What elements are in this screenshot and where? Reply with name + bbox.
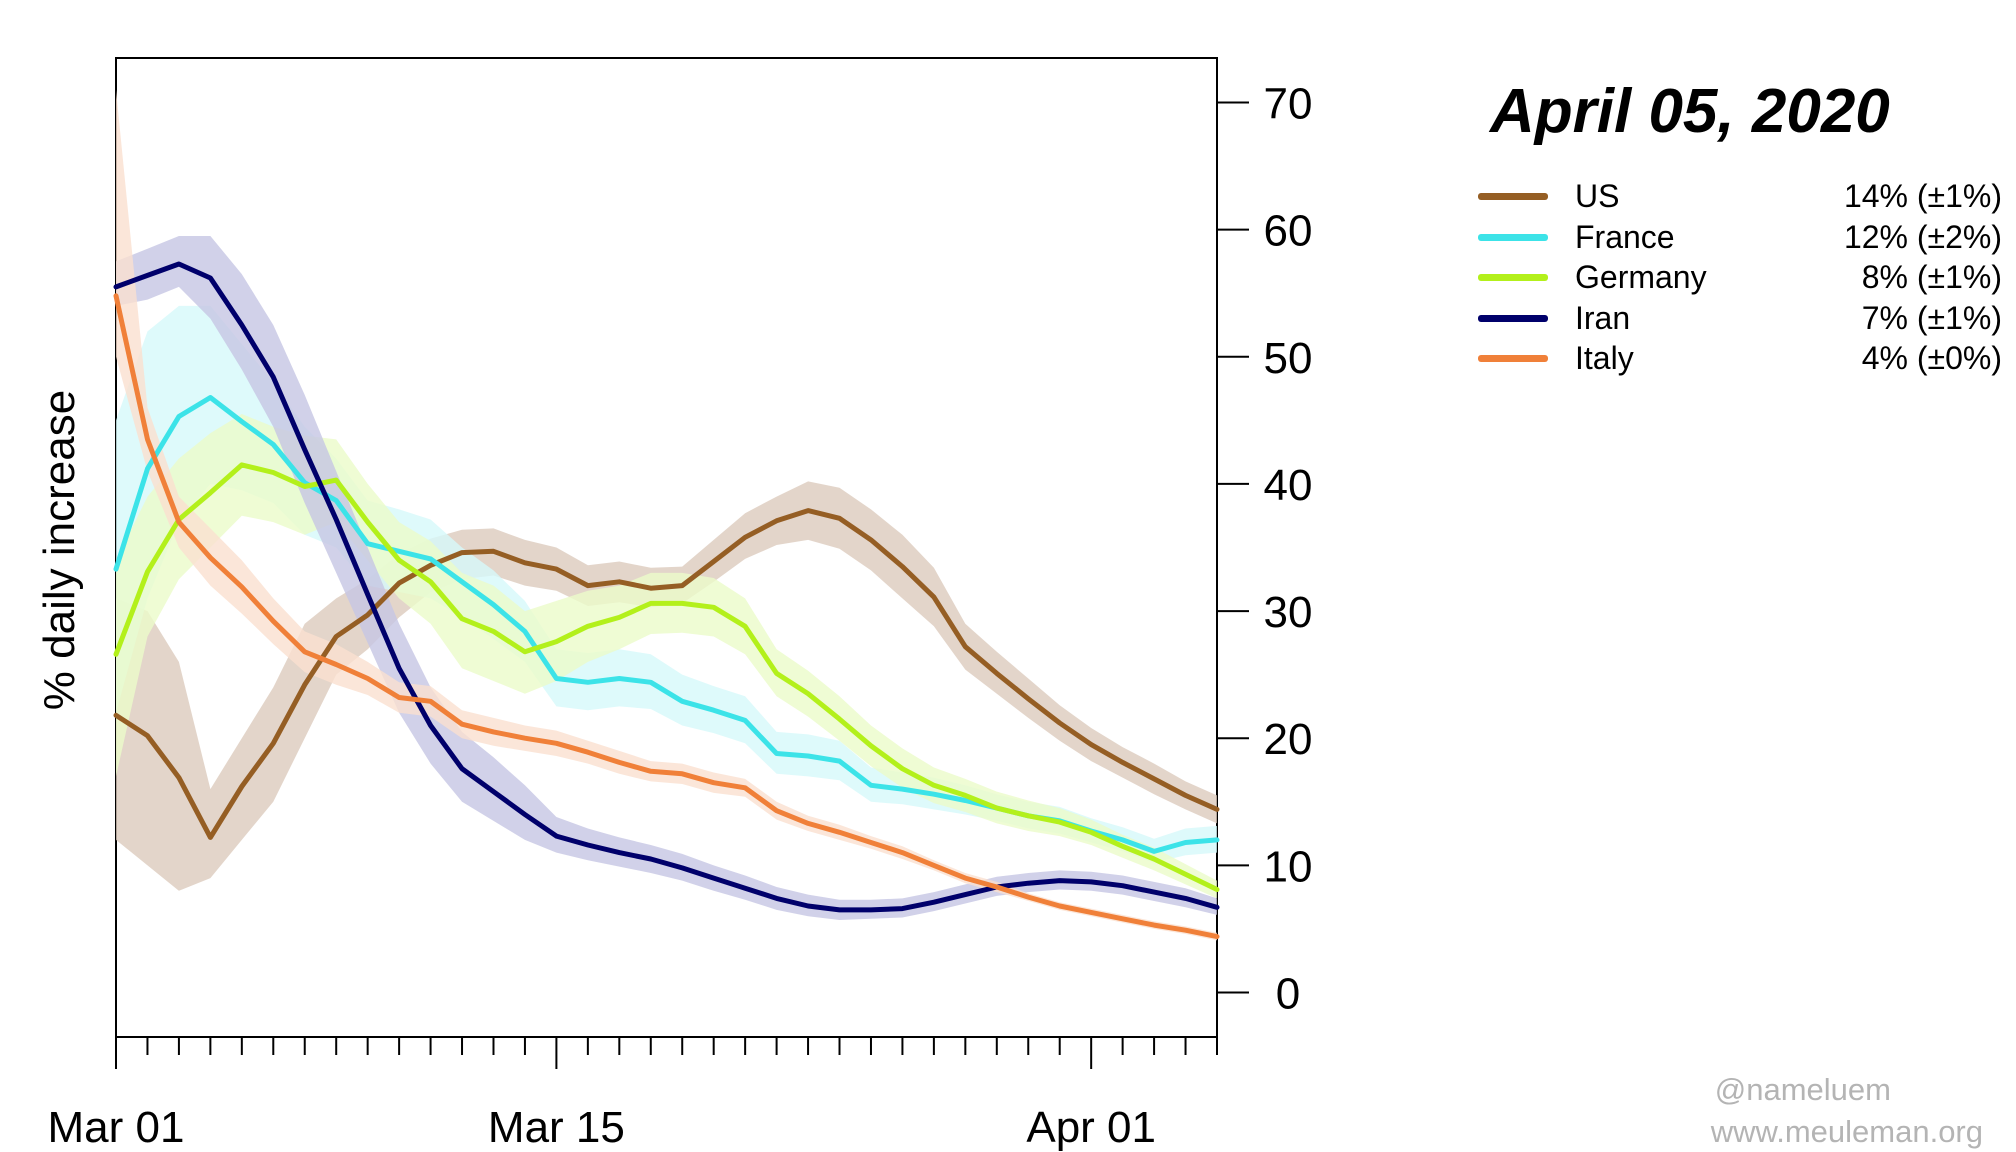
y-tick-label: 10 [1264,842,1313,891]
legend-value: 8% (±1%) [1861,259,2002,295]
y-tick-label: 40 [1264,461,1313,510]
line-italy [113,293,1220,940]
legend-label: France [1575,218,1675,255]
legend-label: Italy [1575,340,1634,376]
line-iran [113,261,1220,913]
line-us [113,508,1220,840]
y-tick-label: 20 [1264,715,1313,764]
x-tick-label: Apr 01 [1026,1103,1156,1152]
y-tick-label: 0 [1276,970,1300,1019]
y-tick-label: 30 [1264,588,1313,637]
plot-frame [115,57,1218,1038]
y-tick-label: 70 [1264,80,1313,129]
y-tick-label: 50 [1264,334,1313,383]
confidence-bands [116,89,1217,941]
legend-item-france: France 12% (±2%) [1478,217,2008,258]
band-germany [116,414,1217,899]
series-lines [113,261,1220,940]
legend-value: 14% (±1%) [1843,178,2002,214]
credit-site: www.meuleman.org [1710,1114,1983,1149]
y-axis-label: % daily increase [35,390,84,710]
y-axis: 0 10 20 30 40 50 60 70 [1217,80,1312,1019]
x-tick-label: Mar 15 [488,1103,625,1152]
band-france [116,305,1217,863]
line-germany [113,462,1220,892]
legend-item-italy: Italy 4% (±0%) [1478,338,2008,379]
legend-label: Iran [1575,299,1631,336]
x-axis: Mar 01 Mar 15 Apr 01 [48,1037,1218,1152]
credit-handle: @nameluem [1714,1072,1891,1107]
legend-value: 7% (±1%) [1861,299,2002,336]
legend: US 14% (±1%) France 12% (±2%) Germany 8% (±1%… [1478,176,2008,379]
legend-swatch [1478,314,1548,322]
legend-item-germany: Germany 8% (±1%) [1478,257,2008,298]
chart-title: April 05, 2020 [1490,77,1890,146]
legend-swatch [1478,193,1548,200]
legend-swatch [1478,355,1548,362]
x-tick-label: Mar 01 [48,1103,185,1152]
legend-value: 4% (±0%) [1861,340,2002,376]
legend-label: Germany [1575,259,1707,295]
legend-item-iran: Iran 7% (±1%) [1478,298,2008,339]
legend-swatch [1478,274,1548,281]
legend-value: 12% (±2%) [1843,218,2002,255]
legend-label: US [1575,178,1620,214]
y-tick-label: 60 [1264,207,1313,256]
legend-item-us: US 14% (±1%) [1478,176,2008,217]
legend-swatch [1478,233,1548,241]
